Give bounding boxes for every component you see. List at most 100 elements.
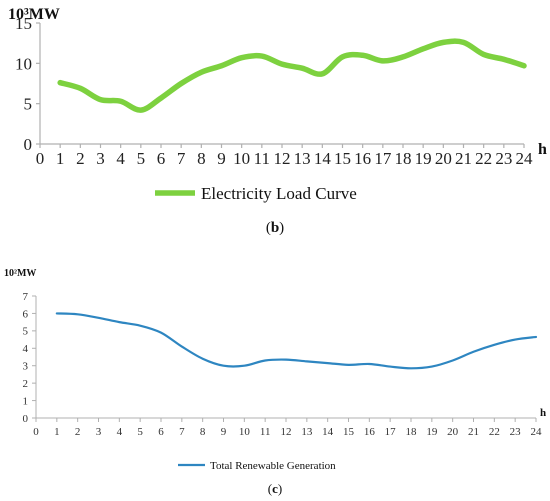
- data-point: [401, 55, 405, 59]
- x-tick-label: 15: [343, 426, 355, 438]
- y-tick-label: 5: [23, 326, 29, 338]
- data-point: [99, 98, 103, 102]
- x-tick-label: 23: [495, 149, 512, 168]
- legend-label: Electricity Load Curve: [201, 184, 357, 203]
- data-point: [430, 365, 434, 369]
- y-tick-label: 6: [23, 308, 29, 320]
- x-tick-label: 17: [385, 426, 397, 438]
- y-tick-label: 15: [15, 14, 32, 33]
- series-line-b: [57, 38, 527, 113]
- data-point: [179, 82, 183, 86]
- x-tick-label: 13: [301, 426, 313, 438]
- x-tick-label: 11: [260, 426, 271, 438]
- data-point: [260, 54, 264, 58]
- x-tick-label: 13: [294, 149, 311, 168]
- x-tick-label: 4: [116, 149, 125, 168]
- x-tick-label: 9: [221, 426, 227, 438]
- data-point: [58, 81, 62, 85]
- data-point: [441, 40, 445, 44]
- data-point: [159, 331, 163, 335]
- x-tick-label: 15: [334, 149, 351, 168]
- x-tick-label: 12: [281, 426, 292, 438]
- data-point: [201, 357, 205, 361]
- x-tick-label: 19: [426, 426, 438, 438]
- x-tick-label: 5: [137, 149, 146, 168]
- data-point: [534, 335, 538, 339]
- data-point: [361, 53, 365, 57]
- x-tick-label: 24: [531, 426, 543, 438]
- data-point: [492, 343, 496, 347]
- x-tick-label: 22: [475, 149, 492, 168]
- data-point: [119, 99, 123, 103]
- x-tick-label: 14: [322, 426, 334, 438]
- x-tick-label: 0: [33, 426, 39, 438]
- data-point: [421, 47, 425, 51]
- data-point: [117, 320, 121, 324]
- x-axis-label: h: [538, 141, 547, 158]
- x-tick-label: 9: [217, 149, 226, 168]
- x-tick-label: 21: [455, 149, 472, 168]
- x-tick-label: 18: [406, 426, 418, 438]
- data-point: [263, 358, 267, 362]
- figure-caption: (c): [268, 481, 282, 496]
- series-line-c: [55, 312, 538, 370]
- y-tick-label: 1: [23, 395, 29, 407]
- data-point: [242, 364, 246, 368]
- x-tick-label: 6: [158, 426, 164, 438]
- x-tick-label: 11: [254, 149, 270, 168]
- data-point: [341, 55, 345, 59]
- x-tick-label: 8: [197, 149, 206, 168]
- data-point: [280, 62, 284, 66]
- x-tick-label: 23: [510, 426, 522, 438]
- data-point: [409, 366, 413, 370]
- x-tick-label: 4: [117, 426, 123, 438]
- x-tick-label: 14: [314, 149, 332, 168]
- x-tick-label: 19: [415, 149, 432, 168]
- data-point: [381, 59, 385, 63]
- x-tick-label: 5: [137, 426, 143, 438]
- x-tick-label: 24: [516, 149, 534, 168]
- x-tick-label: 10: [233, 149, 250, 168]
- y-unit-label: 10²MW: [4, 268, 36, 279]
- data-point: [482, 52, 486, 56]
- x-tick-label: 8: [200, 426, 206, 438]
- x-tick-label: 6: [157, 149, 166, 168]
- data-point: [240, 56, 244, 60]
- data-point: [513, 338, 517, 342]
- legend-label: Total Renewable Generation: [210, 460, 336, 472]
- data-point: [78, 86, 82, 90]
- data-point: [326, 361, 330, 365]
- data-point: [522, 64, 526, 68]
- data-point: [367, 362, 371, 366]
- x-tick-label: 21: [468, 426, 479, 438]
- y-tick-label: 7: [23, 291, 29, 303]
- data-point: [284, 358, 288, 362]
- data-point: [220, 64, 224, 68]
- data-point: [451, 358, 455, 362]
- x-axis-label: h: [540, 407, 546, 419]
- y-tick-label: 0: [23, 413, 29, 425]
- data-point: [55, 311, 59, 315]
- x-tick-label: 20: [447, 426, 459, 438]
- data-point: [222, 364, 226, 368]
- data-point: [159, 96, 163, 100]
- x-tick-label: 3: [96, 426, 102, 438]
- data-point: [462, 40, 466, 44]
- data-point: [502, 57, 506, 61]
- data-point: [305, 359, 309, 363]
- x-tick-label: 17: [374, 149, 392, 168]
- x-tick-label: 20: [435, 149, 452, 168]
- data-point: [139, 108, 143, 112]
- y-tick-label: 10: [15, 54, 32, 73]
- data-point: [97, 316, 101, 320]
- x-tick-label: 2: [75, 426, 81, 438]
- x-tick-label: 10: [239, 426, 251, 438]
- x-tick-label: 1: [54, 426, 60, 438]
- x-tick-label: 2: [76, 149, 85, 168]
- x-tick-label: 1: [56, 149, 65, 168]
- y-tick-label: 5: [24, 95, 33, 114]
- x-tick-label: 18: [395, 149, 412, 168]
